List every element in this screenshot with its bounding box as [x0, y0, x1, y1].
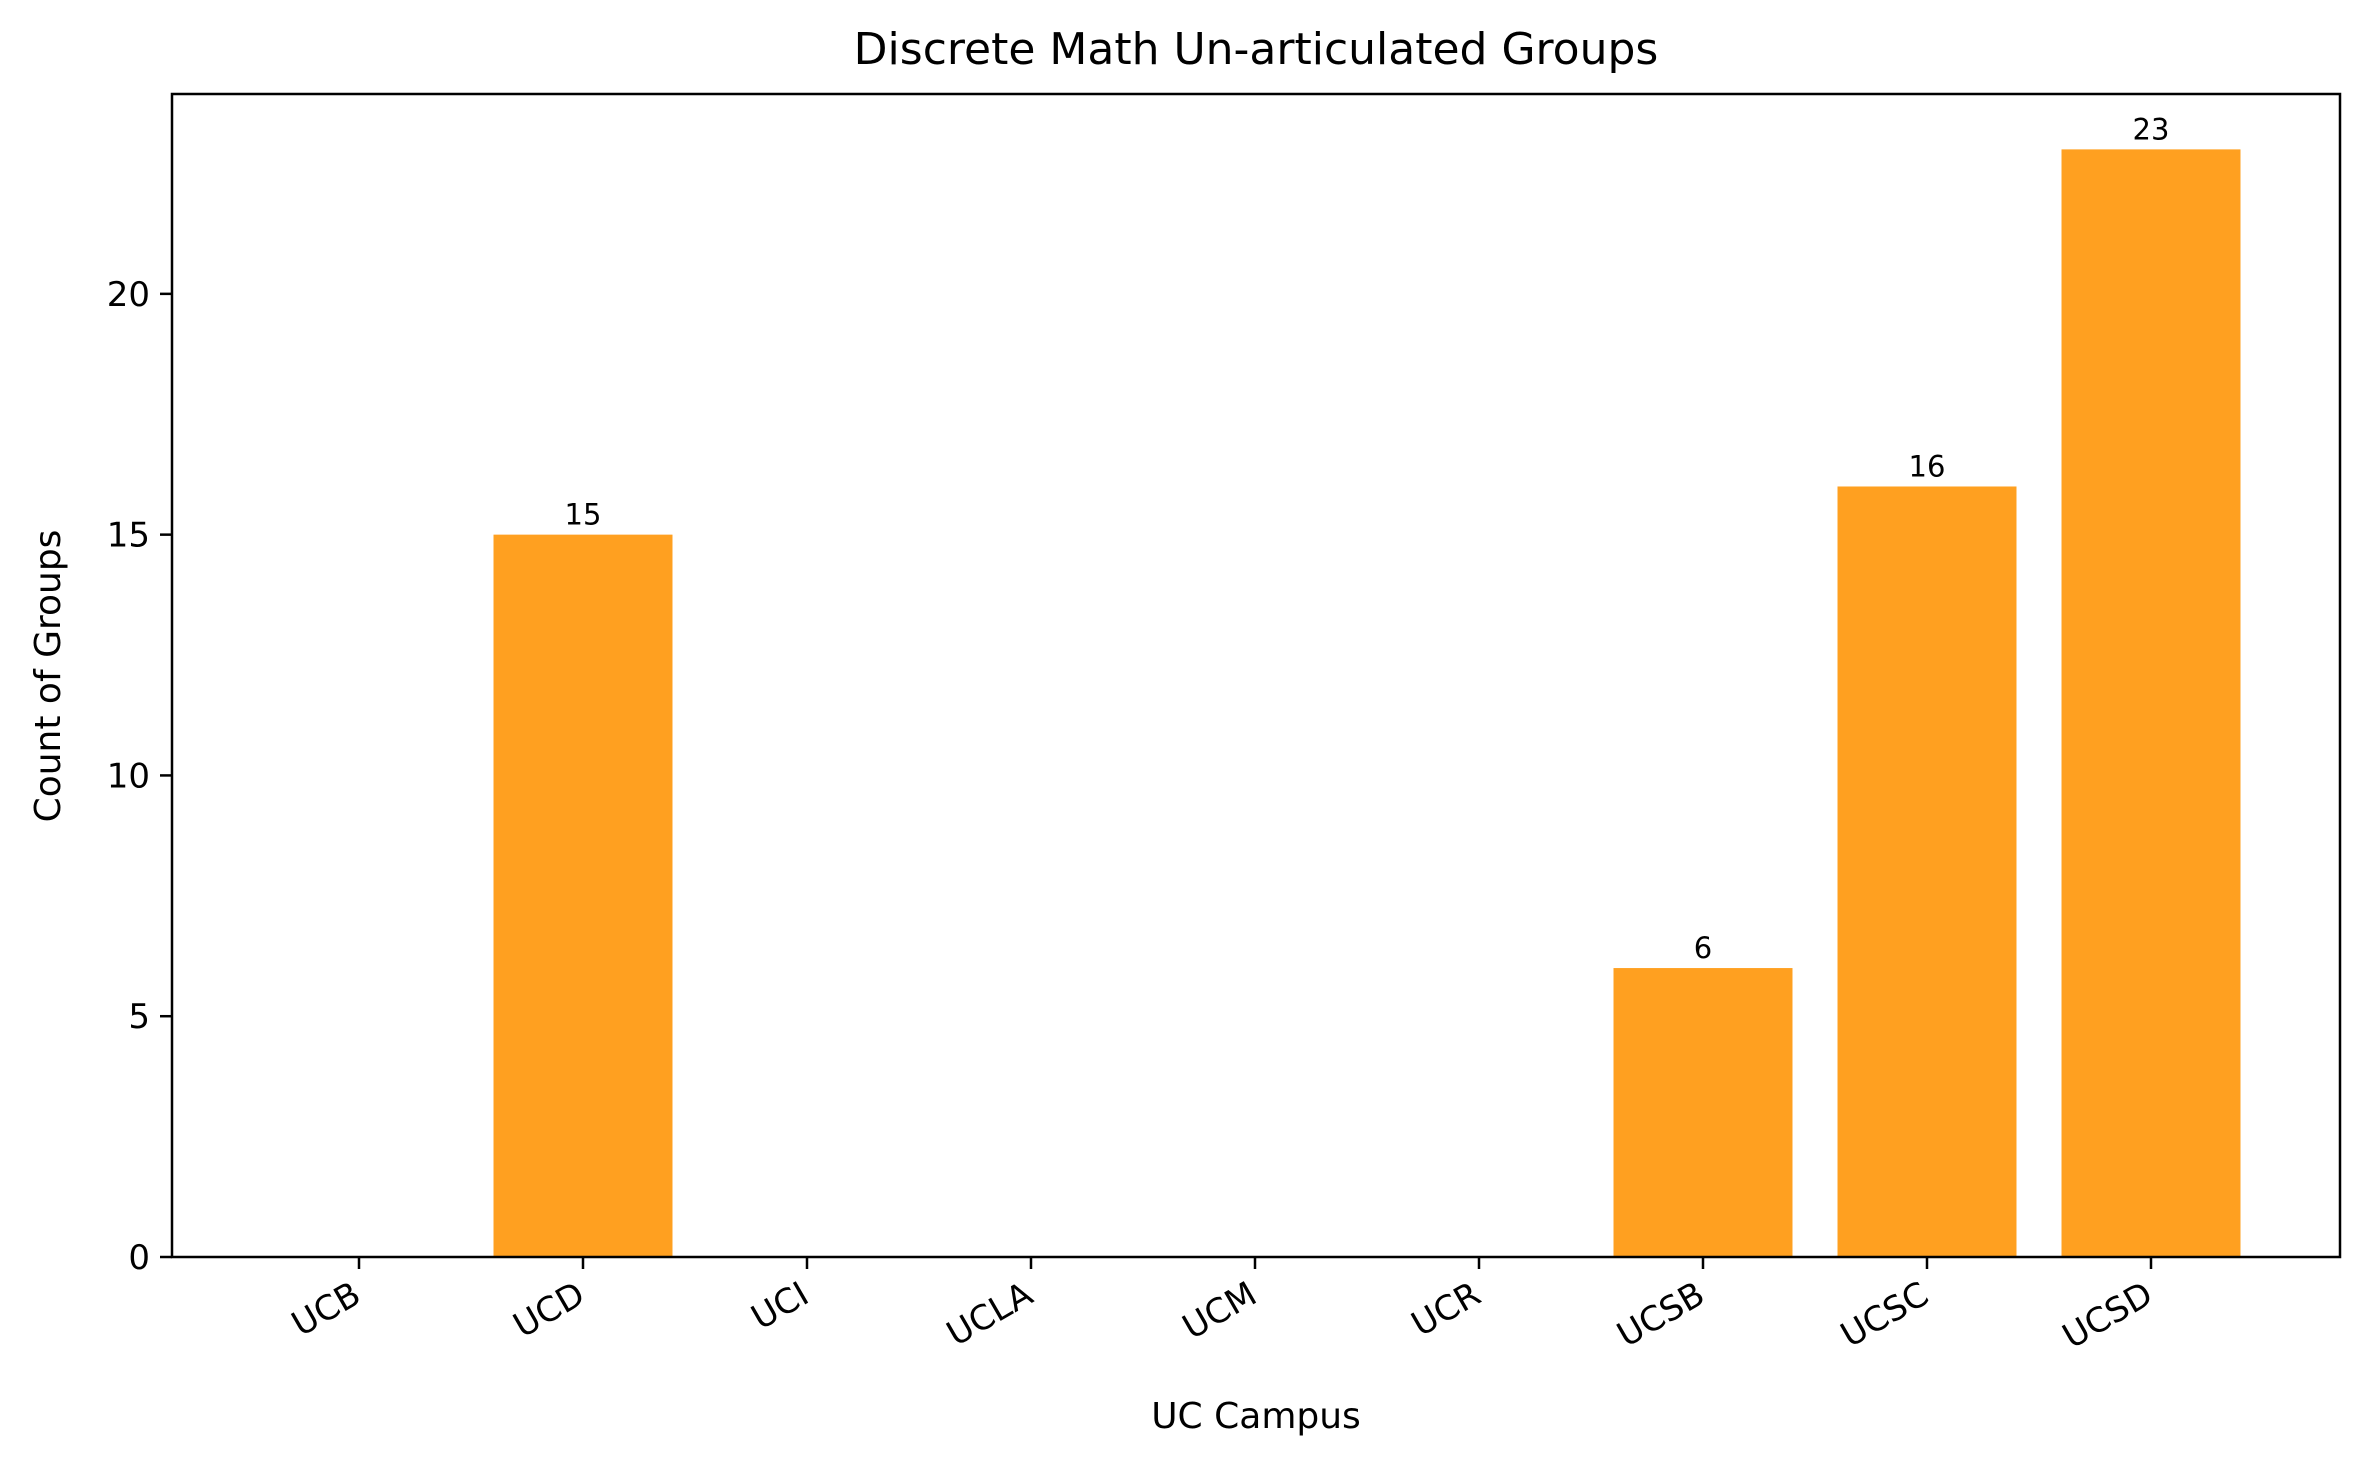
data-label-ucd: 15: [565, 498, 602, 532]
bar-ucd: [493, 534, 673, 1257]
data-label-ucsd: 23: [2133, 112, 2170, 146]
bar-ucsd: [2061, 149, 2241, 1257]
x-tick-label-ucsd: UCSD: [2056, 1274, 2159, 1357]
chart-title: Discrete Math Un-articulated Groups: [854, 24, 1659, 75]
x-tick-label-ucsb: UCSB: [1610, 1274, 1711, 1355]
y-tick-label: 10: [107, 756, 150, 796]
bar-ucsb: [1613, 968, 1793, 1257]
data-labels-group: 15 6 16 23: [565, 112, 2170, 965]
x-axis-label: UC Campus: [1151, 1396, 1361, 1437]
y-tick-label: 5: [128, 997, 150, 1037]
data-label-ucsc: 16: [1909, 449, 1946, 483]
x-axis: UCB UCD UCI UCLA UCM UCR UCSB UCSC UCSD: [285, 1257, 2160, 1357]
x-tick-label-ucb: UCB: [285, 1274, 367, 1345]
bar-ucsc: [1837, 486, 2017, 1257]
x-tick-label-ucm: UCM: [1176, 1274, 1264, 1348]
data-label-ucsb: 6: [1694, 931, 1712, 965]
y-tick-label: 0: [128, 1238, 150, 1278]
x-tick-label-uci: UCI: [745, 1274, 816, 1338]
y-tick-label: 20: [107, 275, 150, 315]
x-tick-label-ucsc: UCSC: [1834, 1274, 1935, 1356]
y-tick-label: 15: [107, 516, 150, 556]
bars-group: [493, 149, 2241, 1257]
x-tick-label-ucla: UCLA: [940, 1274, 1039, 1354]
y-axis: 0 5 10 15 20: [107, 275, 172, 1278]
x-tick-label-ucd: UCD: [507, 1274, 592, 1346]
x-tick-label-ucr: UCR: [1405, 1274, 1488, 1345]
y-axis-label: Count of Groups: [28, 530, 69, 823]
